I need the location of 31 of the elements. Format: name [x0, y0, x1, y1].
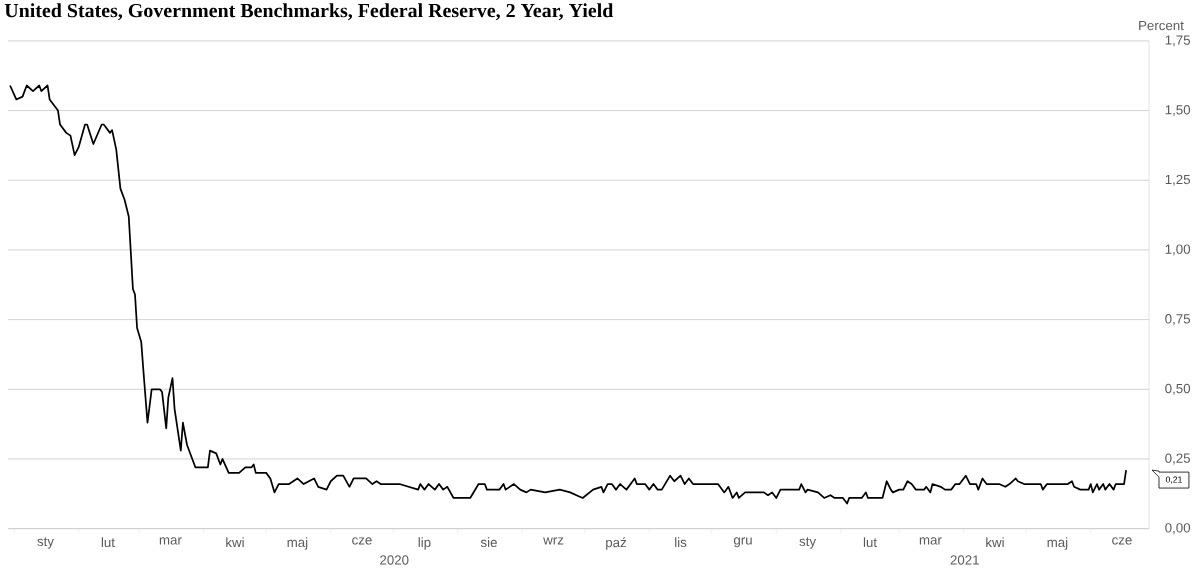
- x-tick-label: lis: [675, 537, 687, 548]
- x-tick-label: sie: [480, 537, 497, 548]
- chart-title: United States, Government Benchmarks, Federal Reserve, 2 Year, Yield: [4, 3, 614, 21]
- x-tick-label: wrz: [543, 537, 564, 545]
- x-tick-label: sty: [37, 537, 54, 549]
- x-tick-label: paź: [606, 537, 627, 551]
- x-tick-label: lut: [101, 537, 115, 548]
- x-tick-label: cze: [352, 537, 372, 545]
- x-tick-label: sty: [799, 537, 817, 549]
- x-tick-label: kwi: [986, 537, 1004, 548]
- x-tick-label: cze: [1112, 537, 1132, 545]
- y-tick-label: 0,00: [1165, 523, 1191, 535]
- y-tick-label: 1,00: [1165, 244, 1191, 256]
- text: 2021: [950, 555, 979, 565]
- y-tick-label: 1,50: [1165, 105, 1191, 117]
- y-axis-title: Percent: [1139, 21, 1184, 31]
- x-tick-label: gru: [733, 537, 752, 548]
- x-tick-label: lip: [418, 537, 431, 550]
- y-tick-label: 1,25: [1165, 174, 1191, 186]
- x-tick-label: maj: [1047, 537, 1068, 550]
- y-tick-label: 0,75: [1165, 314, 1191, 326]
- text: 2020: [380, 555, 409, 565]
- x-tick-label: mar: [159, 537, 182, 545]
- x-tick-label: kwi: [226, 537, 244, 548]
- y-tick-label: 0,50: [1165, 384, 1191, 396]
- x-tick-label: mar: [919, 537, 942, 545]
- text: 0,21: [1165, 476, 1182, 484]
- x-tick-label: maj: [287, 537, 308, 550]
- x-tick-label: lut: [863, 537, 877, 548]
- y-tick-label: 1,75: [1165, 35, 1191, 47]
- y-tick-label: 0,25: [1165, 453, 1191, 465]
